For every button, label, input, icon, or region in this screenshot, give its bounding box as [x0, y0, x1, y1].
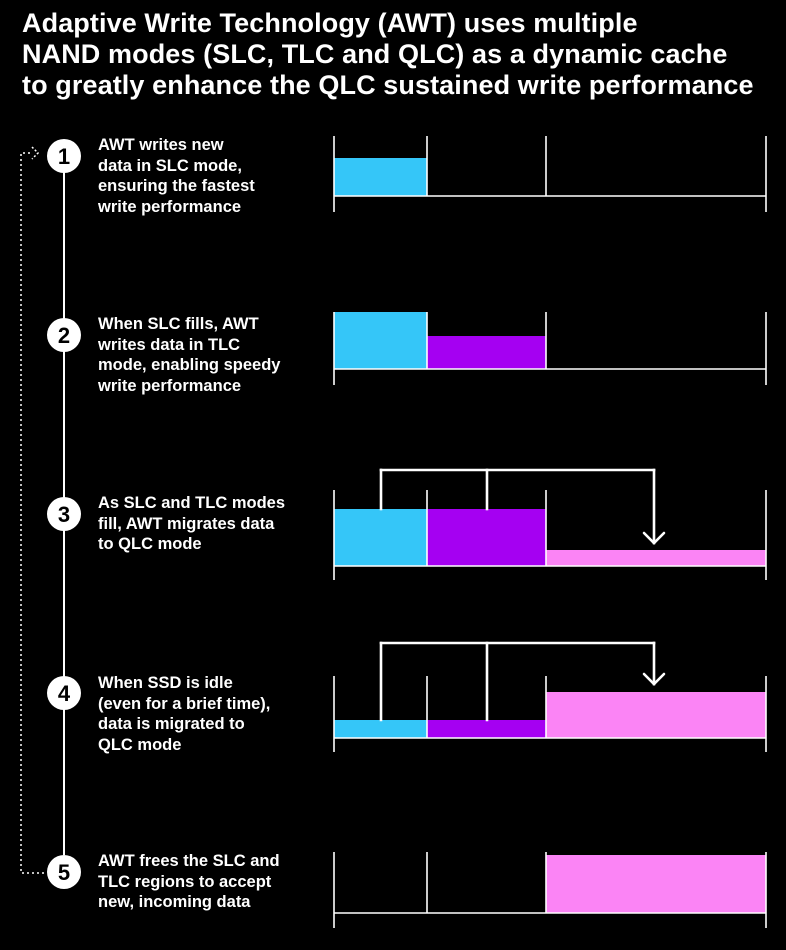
step-2-line-4: write performance: [98, 376, 242, 395]
step-5-line-2: TLC regions to accept: [98, 872, 272, 891]
step-4-circle: 4: [47, 676, 81, 710]
panel-2: [333, 312, 767, 385]
panel-3: [333, 468, 767, 580]
step-1-description: AWT writes new data in SLC mode, ensurin…: [98, 135, 328, 217]
arrowhead: [642, 672, 666, 686]
qlc-block: [546, 855, 766, 913]
slc-block: [334, 509, 427, 566]
step-2-line-2: writes data in TLC: [98, 335, 241, 354]
tlc-block: [427, 720, 546, 738]
step-1-line-2: data in SLC mode,: [98, 156, 242, 175]
step-1-circle: 1: [47, 139, 81, 173]
loop-dotted-line: [20, 152, 44, 874]
panel-5: [333, 852, 767, 928]
title-line-2: NAND modes (SLC, TLC and QLC) as a dynam…: [22, 39, 728, 69]
step-2-circle: 2: [47, 318, 81, 352]
step-3-circle: 3: [47, 497, 81, 531]
slc-block: [334, 158, 427, 196]
step-1-number: 1: [58, 144, 70, 169]
panel-1: [333, 136, 767, 212]
step-4-line-3: data is migrated to: [98, 715, 245, 733]
step-3-line-3: to QLC mode: [98, 535, 202, 553]
step-2-description: When SLC fills, AWT writes data in TLC m…: [98, 314, 328, 396]
step-4-line-1: When SSD is idle: [98, 674, 233, 692]
diagram-title: Adaptive Write Technology (AWT) uses mul…: [22, 8, 782, 101]
step-1-line-3: ensuring the fastest: [98, 177, 255, 195]
tlc-block: [427, 509, 546, 566]
step-5-line-3: new, incoming data: [98, 893, 251, 911]
slc-block: [334, 312, 427, 369]
migration-arrow: [379, 468, 666, 545]
step-5-description: AWT frees the SLC and TLC regions to acc…: [98, 851, 328, 913]
title-line-1: Adaptive Write Technology (AWT) uses mul…: [22, 8, 638, 38]
step-4-line-2: (even for a brief time),: [98, 694, 271, 713]
step-3-number: 3: [58, 502, 70, 527]
step-2-line-1: When SLC fills, AWT: [98, 315, 259, 333]
step-1-line-1: AWT writes new: [98, 136, 224, 154]
step-3-description: As SLC and TLC modes fill, AWT migrates …: [98, 493, 328, 555]
step-3-line-2: fill, AWT migrates data: [98, 514, 275, 533]
panel-4: [333, 641, 767, 752]
step-2-number: 2: [58, 323, 70, 348]
step-2-line-3: mode, enabling speedy: [98, 356, 281, 374]
qlc-block: [546, 550, 766, 566]
tlc-block: [427, 336, 546, 369]
step-4-line-4: QLC mode: [98, 735, 182, 754]
step-5-number: 5: [58, 860, 70, 885]
title-line-3: to greatly enhance the QLC sustained wri…: [22, 70, 754, 100]
step-4-number: 4: [58, 681, 71, 706]
step-3-line-1: As SLC and TLC modes: [98, 494, 286, 512]
loop-arrowhead: [31, 146, 40, 160]
step-1-line-4: write performance: [98, 197, 242, 216]
arrowhead: [642, 531, 666, 545]
qlc-block: [546, 692, 766, 738]
step-5-circle: 5: [47, 855, 81, 889]
migration-arrow: [379, 641, 666, 722]
step-4-description: When SSD is idle (even for a brief time)…: [98, 673, 328, 755]
slc-block: [334, 720, 427, 738]
step-5-line-1: AWT frees the SLC and: [98, 852, 280, 870]
